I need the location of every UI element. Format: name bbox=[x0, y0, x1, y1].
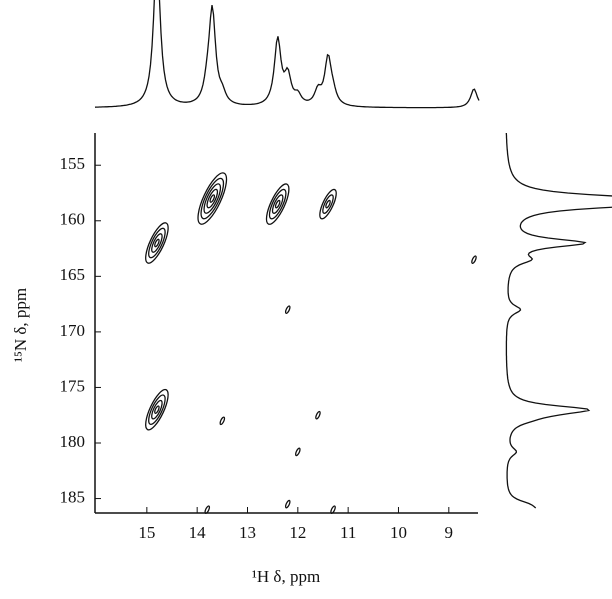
contour-line bbox=[204, 505, 211, 514]
contour-line bbox=[148, 394, 166, 425]
x-tick-label: 15 bbox=[138, 523, 155, 542]
contour-line bbox=[319, 188, 337, 220]
y-tick-label: 165 bbox=[60, 265, 86, 284]
contour-line bbox=[154, 405, 160, 414]
x-tick-label: 10 bbox=[390, 523, 407, 542]
contour-line bbox=[330, 505, 336, 514]
contour-line bbox=[151, 233, 163, 253]
y-tick-label: 170 bbox=[60, 321, 86, 340]
contour-line bbox=[284, 305, 291, 314]
contour-line bbox=[148, 227, 166, 259]
y-tick-label: 185 bbox=[60, 487, 86, 506]
y-tick-label: 160 bbox=[60, 210, 86, 229]
x-tick-label: 11 bbox=[340, 523, 356, 542]
contour-line bbox=[325, 199, 331, 209]
contour-line bbox=[268, 188, 287, 220]
contour-line bbox=[322, 194, 334, 214]
contour-line bbox=[219, 416, 226, 426]
contour-line bbox=[315, 410, 321, 420]
y-tick-label: 180 bbox=[60, 432, 86, 451]
contour-line bbox=[471, 255, 477, 264]
contour-line bbox=[271, 194, 284, 214]
contour-line bbox=[197, 172, 228, 225]
contour-line bbox=[265, 183, 290, 225]
y-tick-label: 175 bbox=[60, 376, 86, 395]
x-tick-label: 9 bbox=[445, 523, 454, 542]
contour-line bbox=[203, 183, 222, 214]
x-tick-label: 13 bbox=[239, 523, 256, 542]
y-tick-label: 155 bbox=[60, 154, 86, 173]
x-axis-label: ¹H δ, ppm bbox=[252, 567, 320, 586]
contour-line bbox=[154, 238, 160, 248]
contour-line bbox=[284, 499, 291, 509]
contour-line bbox=[200, 177, 225, 220]
contour-line bbox=[206, 188, 219, 209]
contour-line bbox=[151, 399, 163, 420]
contour-line bbox=[295, 447, 301, 457]
y-axis-label: ¹⁵N δ, ppm bbox=[11, 288, 30, 362]
contour-line bbox=[145, 388, 169, 431]
contour-line bbox=[274, 199, 281, 209]
y-projection bbox=[505, 132, 612, 509]
contour-line bbox=[145, 222, 169, 264]
contour-line bbox=[209, 194, 216, 203]
x-tick-label: 12 bbox=[289, 523, 306, 542]
x-projection bbox=[94, 0, 480, 109]
x-tick-label: 14 bbox=[189, 523, 207, 542]
